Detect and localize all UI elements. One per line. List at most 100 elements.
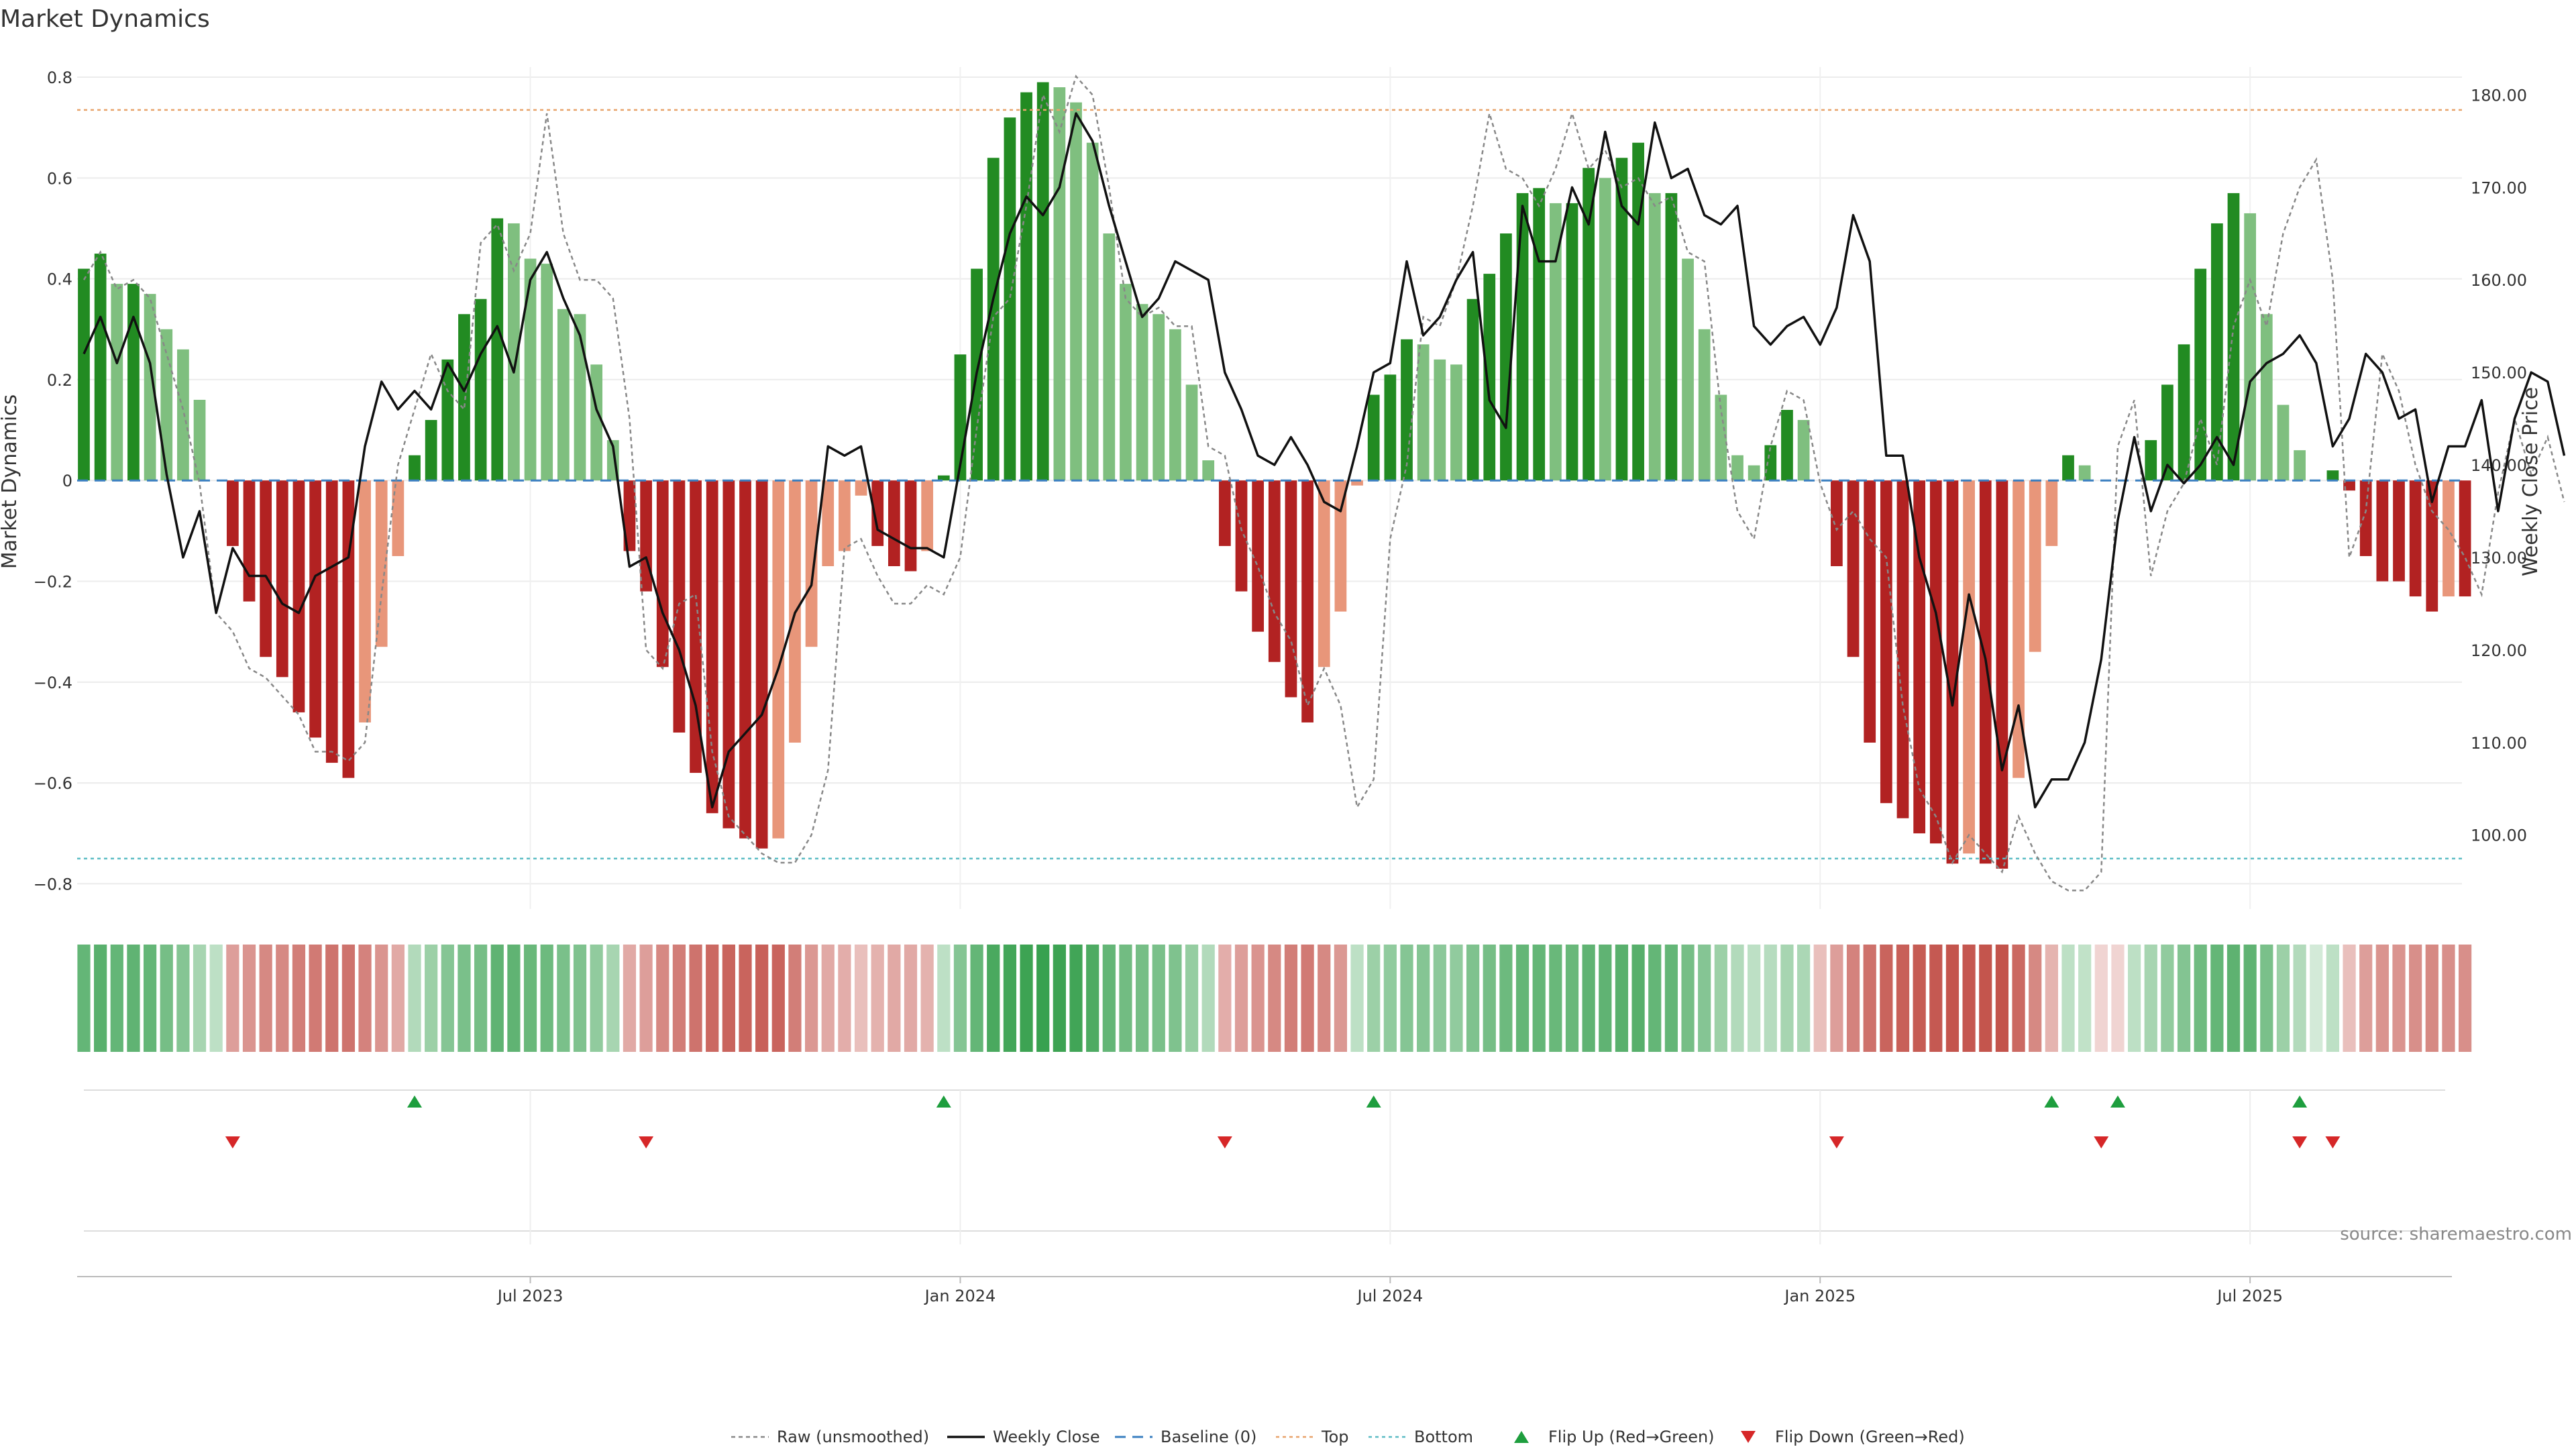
- dynamics-bar: [888, 480, 900, 566]
- heat-cell: [672, 945, 686, 1052]
- heat-cell: [540, 945, 553, 1052]
- dynamics-bar: [2277, 405, 2290, 481]
- dynamics-bar: [739, 480, 751, 839]
- heat-cell: [689, 945, 702, 1052]
- flip-down-marker: [2292, 1136, 2308, 1148]
- heat-cell: [804, 945, 818, 1052]
- heat-cell: [1913, 945, 1926, 1052]
- dynamics-bar: [1516, 193, 1529, 481]
- dynamics-bar: [2343, 480, 2355, 491]
- dynamics-bar: [2045, 480, 2058, 546]
- heat-cell: [1185, 945, 1199, 1052]
- dynamics-bar: [1450, 364, 1462, 481]
- heat-cell: [987, 945, 1000, 1052]
- dynamics-bar: [1103, 233, 1116, 481]
- dynamics-bar: [1218, 480, 1231, 546]
- dynamics-bar: [2294, 450, 2306, 481]
- dynamics-bar: [409, 455, 421, 481]
- heat-cell: [1714, 945, 1727, 1052]
- heat-cell: [2442, 945, 2455, 1052]
- flip-up-marker: [2292, 1095, 2308, 1108]
- dynamics-bar: [1946, 480, 1959, 864]
- heat-cell: [1169, 945, 1182, 1052]
- level-lines: [77, 109, 2462, 860]
- heat-cell: [391, 945, 405, 1052]
- dynamics-bar: [474, 299, 487, 481]
- dynamics-bar: [292, 480, 305, 712]
- heat-cell: [656, 945, 669, 1052]
- left-tick-label: 0.2: [47, 371, 72, 390]
- dynamics-bar: [2376, 480, 2389, 582]
- dynamics-bar: [1715, 394, 1727, 481]
- heat-cell: [1135, 945, 1149, 1052]
- dynamics-bar: [1682, 258, 1694, 481]
- heat-cell: [1780, 945, 1794, 1052]
- dynamics-bar: [2178, 344, 2190, 481]
- heat-cell: [1036, 945, 1050, 1052]
- heat-cell: [127, 945, 140, 1052]
- dynamics-bar: [2359, 480, 2372, 556]
- heat-cell: [2409, 945, 2422, 1052]
- heat-cell: [1830, 945, 1843, 1052]
- dynamics-bar: [491, 218, 504, 481]
- dynamics-bar: [937, 475, 950, 481]
- heat-cell: [2177, 945, 2191, 1052]
- dynamics-bar: [524, 258, 537, 481]
- dynamics-bar: [1004, 117, 1016, 481]
- flip-markers: [84, 1089, 2445, 1244]
- dynamics-bar: [1797, 420, 1810, 481]
- source-note: source: sharemaestro.com: [2340, 1224, 2572, 1244]
- dynamics-bar: [2145, 440, 2157, 481]
- dynamics-bar: [1185, 384, 1198, 481]
- dynamics-bar: [1285, 480, 1297, 698]
- right-tick-label: 160.00: [2471, 271, 2527, 290]
- heat-cell: [2029, 945, 2042, 1052]
- heat-cell: [1962, 945, 1976, 1052]
- heat-cell: [1433, 945, 1446, 1052]
- dynamics-bar: [722, 480, 735, 828]
- dynamics-bar: [2260, 314, 2273, 481]
- heat-cell: [2226, 945, 2241, 1052]
- dynamics-bar: [1417, 344, 1430, 481]
- heat-cell: [1201, 945, 1215, 1052]
- flip-down-marker: [2325, 1136, 2341, 1148]
- dynamics-bar: [1334, 480, 1347, 612]
- heat-cell: [970, 945, 983, 1052]
- dynamics-bar: [557, 309, 570, 481]
- heat-cell: [2310, 945, 2323, 1052]
- flip-down-marker: [639, 1136, 654, 1148]
- dynamics-bar: [2062, 455, 2074, 481]
- dynamics-bar: [2227, 193, 2240, 481]
- dynamics-bar: [193, 399, 206, 481]
- heat-cell: [242, 945, 256, 1052]
- dynamics-bar: [441, 359, 454, 481]
- heat-cell: [1995, 945, 2009, 1052]
- heat-cell: [193, 945, 207, 1052]
- dynamics-bar: [1698, 329, 1711, 481]
- heat-cell: [1086, 945, 1099, 1052]
- heat-cell: [441, 945, 454, 1052]
- dynamics-bar: [1036, 82, 1049, 481]
- dynamics-bar: [1847, 480, 1860, 657]
- heat-cell: [1483, 945, 1496, 1052]
- dynamics-bar: [2244, 213, 2257, 481]
- dynamics-bar: [2426, 480, 2438, 612]
- legend-item-top: Top: [1276, 1428, 1349, 1446]
- heat-cell: [94, 945, 107, 1052]
- heat-cell: [1698, 945, 1711, 1052]
- legend-label: Bottom: [1414, 1428, 1473, 1446]
- price-lines: [83, 74, 2566, 892]
- heat-cell: [77, 945, 91, 1052]
- dynamics-bar: [1748, 465, 1760, 481]
- heat-cell: [573, 945, 587, 1052]
- heat-cell: [2012, 945, 2025, 1052]
- heat-cell: [1599, 945, 1612, 1052]
- dynamics-bar: [2393, 480, 2405, 582]
- heat-cell: [1020, 945, 1033, 1052]
- dynamics-bar: [1549, 203, 1562, 481]
- heat-cell: [937, 945, 951, 1052]
- legend-label: Top: [1321, 1428, 1349, 1446]
- heat-cell: [1615, 945, 1629, 1052]
- dynamics-bar: [2326, 470, 2339, 481]
- legend-item-raw: Raw (unsmoothed): [731, 1428, 929, 1446]
